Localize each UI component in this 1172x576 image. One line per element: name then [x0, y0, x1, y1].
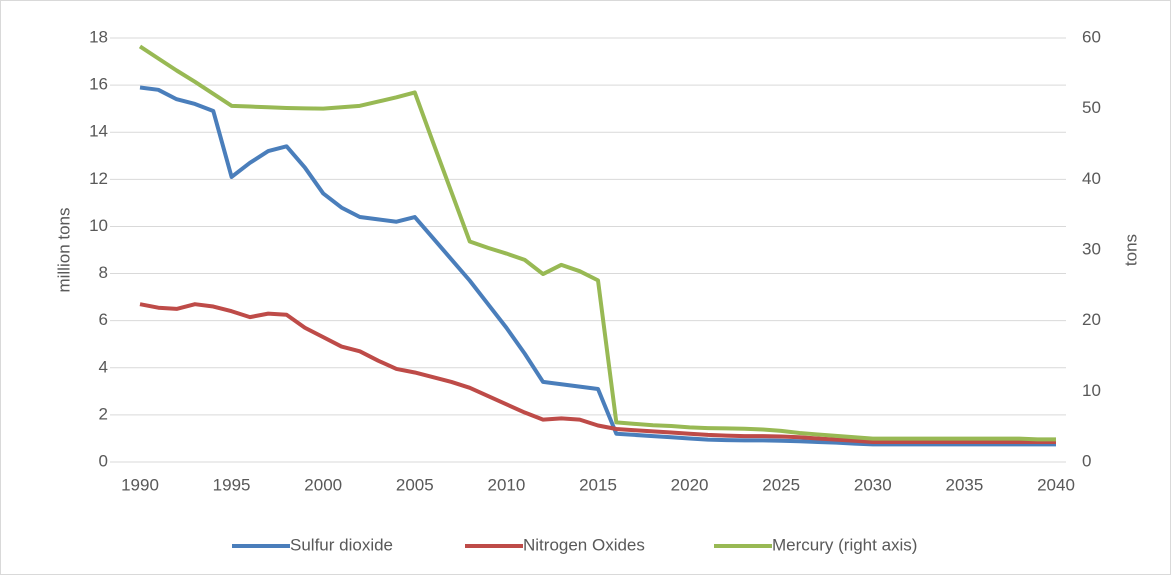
x-tick-label: 2000	[304, 475, 342, 494]
y-tick-label: 6	[99, 310, 108, 329]
legend-label: Nitrogen Oxides	[523, 535, 645, 554]
legend-label: Sulfur dioxide	[290, 535, 393, 554]
y-tick-label: 18	[89, 27, 108, 46]
y2-tick-label: 60	[1082, 27, 1101, 46]
series-line	[139, 302, 1056, 444]
y2-tick-label: 20	[1082, 310, 1101, 329]
x-tick-label: 2015	[579, 475, 617, 494]
x-tick-label: 1990	[121, 475, 159, 494]
series-line	[139, 85, 1056, 447]
y-axis-label: million tons	[54, 207, 73, 292]
y-tick-label: 12	[89, 169, 108, 188]
y2-tick-label: 10	[1082, 381, 1101, 400]
y-tick-label: 4	[99, 357, 108, 376]
x-tick-label: 2030	[854, 475, 892, 494]
series-line	[138, 44, 1056, 442]
y-tick-label: 10	[89, 216, 108, 235]
y-tick-label: 0	[99, 451, 108, 470]
x-tick-label: 2010	[487, 475, 525, 494]
x-tick-label: 2025	[762, 475, 800, 494]
y2-tick-label: 30	[1082, 239, 1101, 258]
legend-label: Mercury (right axis)	[772, 535, 917, 554]
y2-tick-label: 0	[1082, 451, 1091, 470]
x-tick-label: 2035	[945, 475, 983, 494]
y2-tick-label: 50	[1082, 98, 1101, 117]
y-tick-label: 8	[99, 263, 108, 282]
y2-tick-label: 40	[1082, 169, 1101, 188]
x-tick-label: 2005	[396, 475, 434, 494]
x-tick-label: 2020	[671, 475, 709, 494]
x-tick-label: 2040	[1037, 475, 1075, 494]
y2-axis-label: tons	[1121, 234, 1140, 266]
y-tick-label: 14	[89, 122, 108, 141]
y-tick-label: 2	[99, 404, 108, 423]
y-tick-label: 16	[89, 75, 108, 94]
x-tick-label: 1995	[213, 475, 251, 494]
